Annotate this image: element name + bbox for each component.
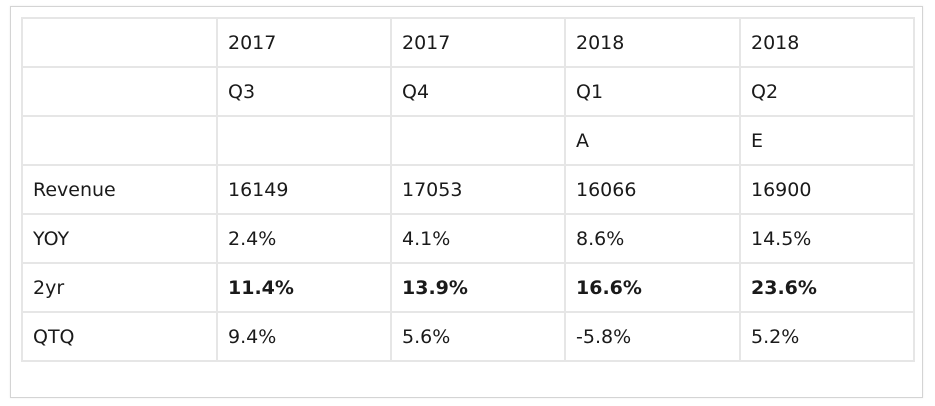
row-label: YOY [21, 213, 218, 264]
row-label: 2yr [21, 262, 218, 313]
table-cell: Q4 [390, 66, 566, 117]
table-cell: 9.4% [216, 311, 392, 362]
table-cell: 16.6% [564, 262, 741, 313]
table-cell: 2.4% [216, 213, 392, 264]
table-row-year: 2017 2017 2018 2018 [21, 17, 915, 68]
table-cell: 17053 [390, 164, 566, 215]
table-row-revenue: Revenue 16149 17053 16066 16900 [21, 164, 915, 215]
table-cell: 2018 [739, 17, 915, 68]
table-cell: 14.5% [739, 213, 915, 264]
table-row-2yr: 2yr 11.4% 13.9% 16.6% 23.6% [21, 262, 915, 313]
table-cell [21, 17, 218, 68]
table-cell: 23.6% [739, 262, 915, 313]
table-cell: E [739, 115, 915, 166]
table-cell: 2018 [564, 17, 741, 68]
row-label: Revenue [21, 164, 218, 215]
table-row-qtq: QTQ 9.4% 5.6% -5.8% 5.2% [21, 311, 915, 362]
table-cell: 16900 [739, 164, 915, 215]
row-label: QTQ [21, 311, 218, 362]
table-row-quarter: Q3 Q4 Q1 Q2 [21, 66, 915, 117]
table-cell: 5.2% [739, 311, 915, 362]
table-cell: Q1 [564, 66, 741, 117]
table-cell: 16066 [564, 164, 741, 215]
table-cell: 5.6% [390, 311, 566, 362]
table-cell: Q2 [739, 66, 915, 117]
table-cell: 11.4% [216, 262, 392, 313]
table-cell: 2017 [216, 17, 392, 68]
table-cell: Q3 [216, 66, 392, 117]
table-row-status: A E [21, 115, 915, 166]
table-cell: 8.6% [564, 213, 741, 264]
table-row-yoy: YOY 2.4% 4.1% 8.6% 14.5% [21, 213, 915, 264]
table-cell [216, 115, 392, 166]
table-cell: A [564, 115, 741, 166]
table-cell: 2017 [390, 17, 566, 68]
table-cell: 16149 [216, 164, 392, 215]
table-body: 2017 2017 2018 2018 Q3 Q4 Q1 Q2 A E Reve… [21, 17, 915, 362]
table-cell [390, 115, 566, 166]
table-cell: 13.9% [390, 262, 566, 313]
table-cell [21, 66, 218, 117]
table-cell: 4.1% [390, 213, 566, 264]
table-cell: -5.8% [564, 311, 741, 362]
table-cell [21, 115, 218, 166]
financial-table: 2017 2017 2018 2018 Q3 Q4 Q1 Q2 A E Reve… [21, 17, 915, 362]
